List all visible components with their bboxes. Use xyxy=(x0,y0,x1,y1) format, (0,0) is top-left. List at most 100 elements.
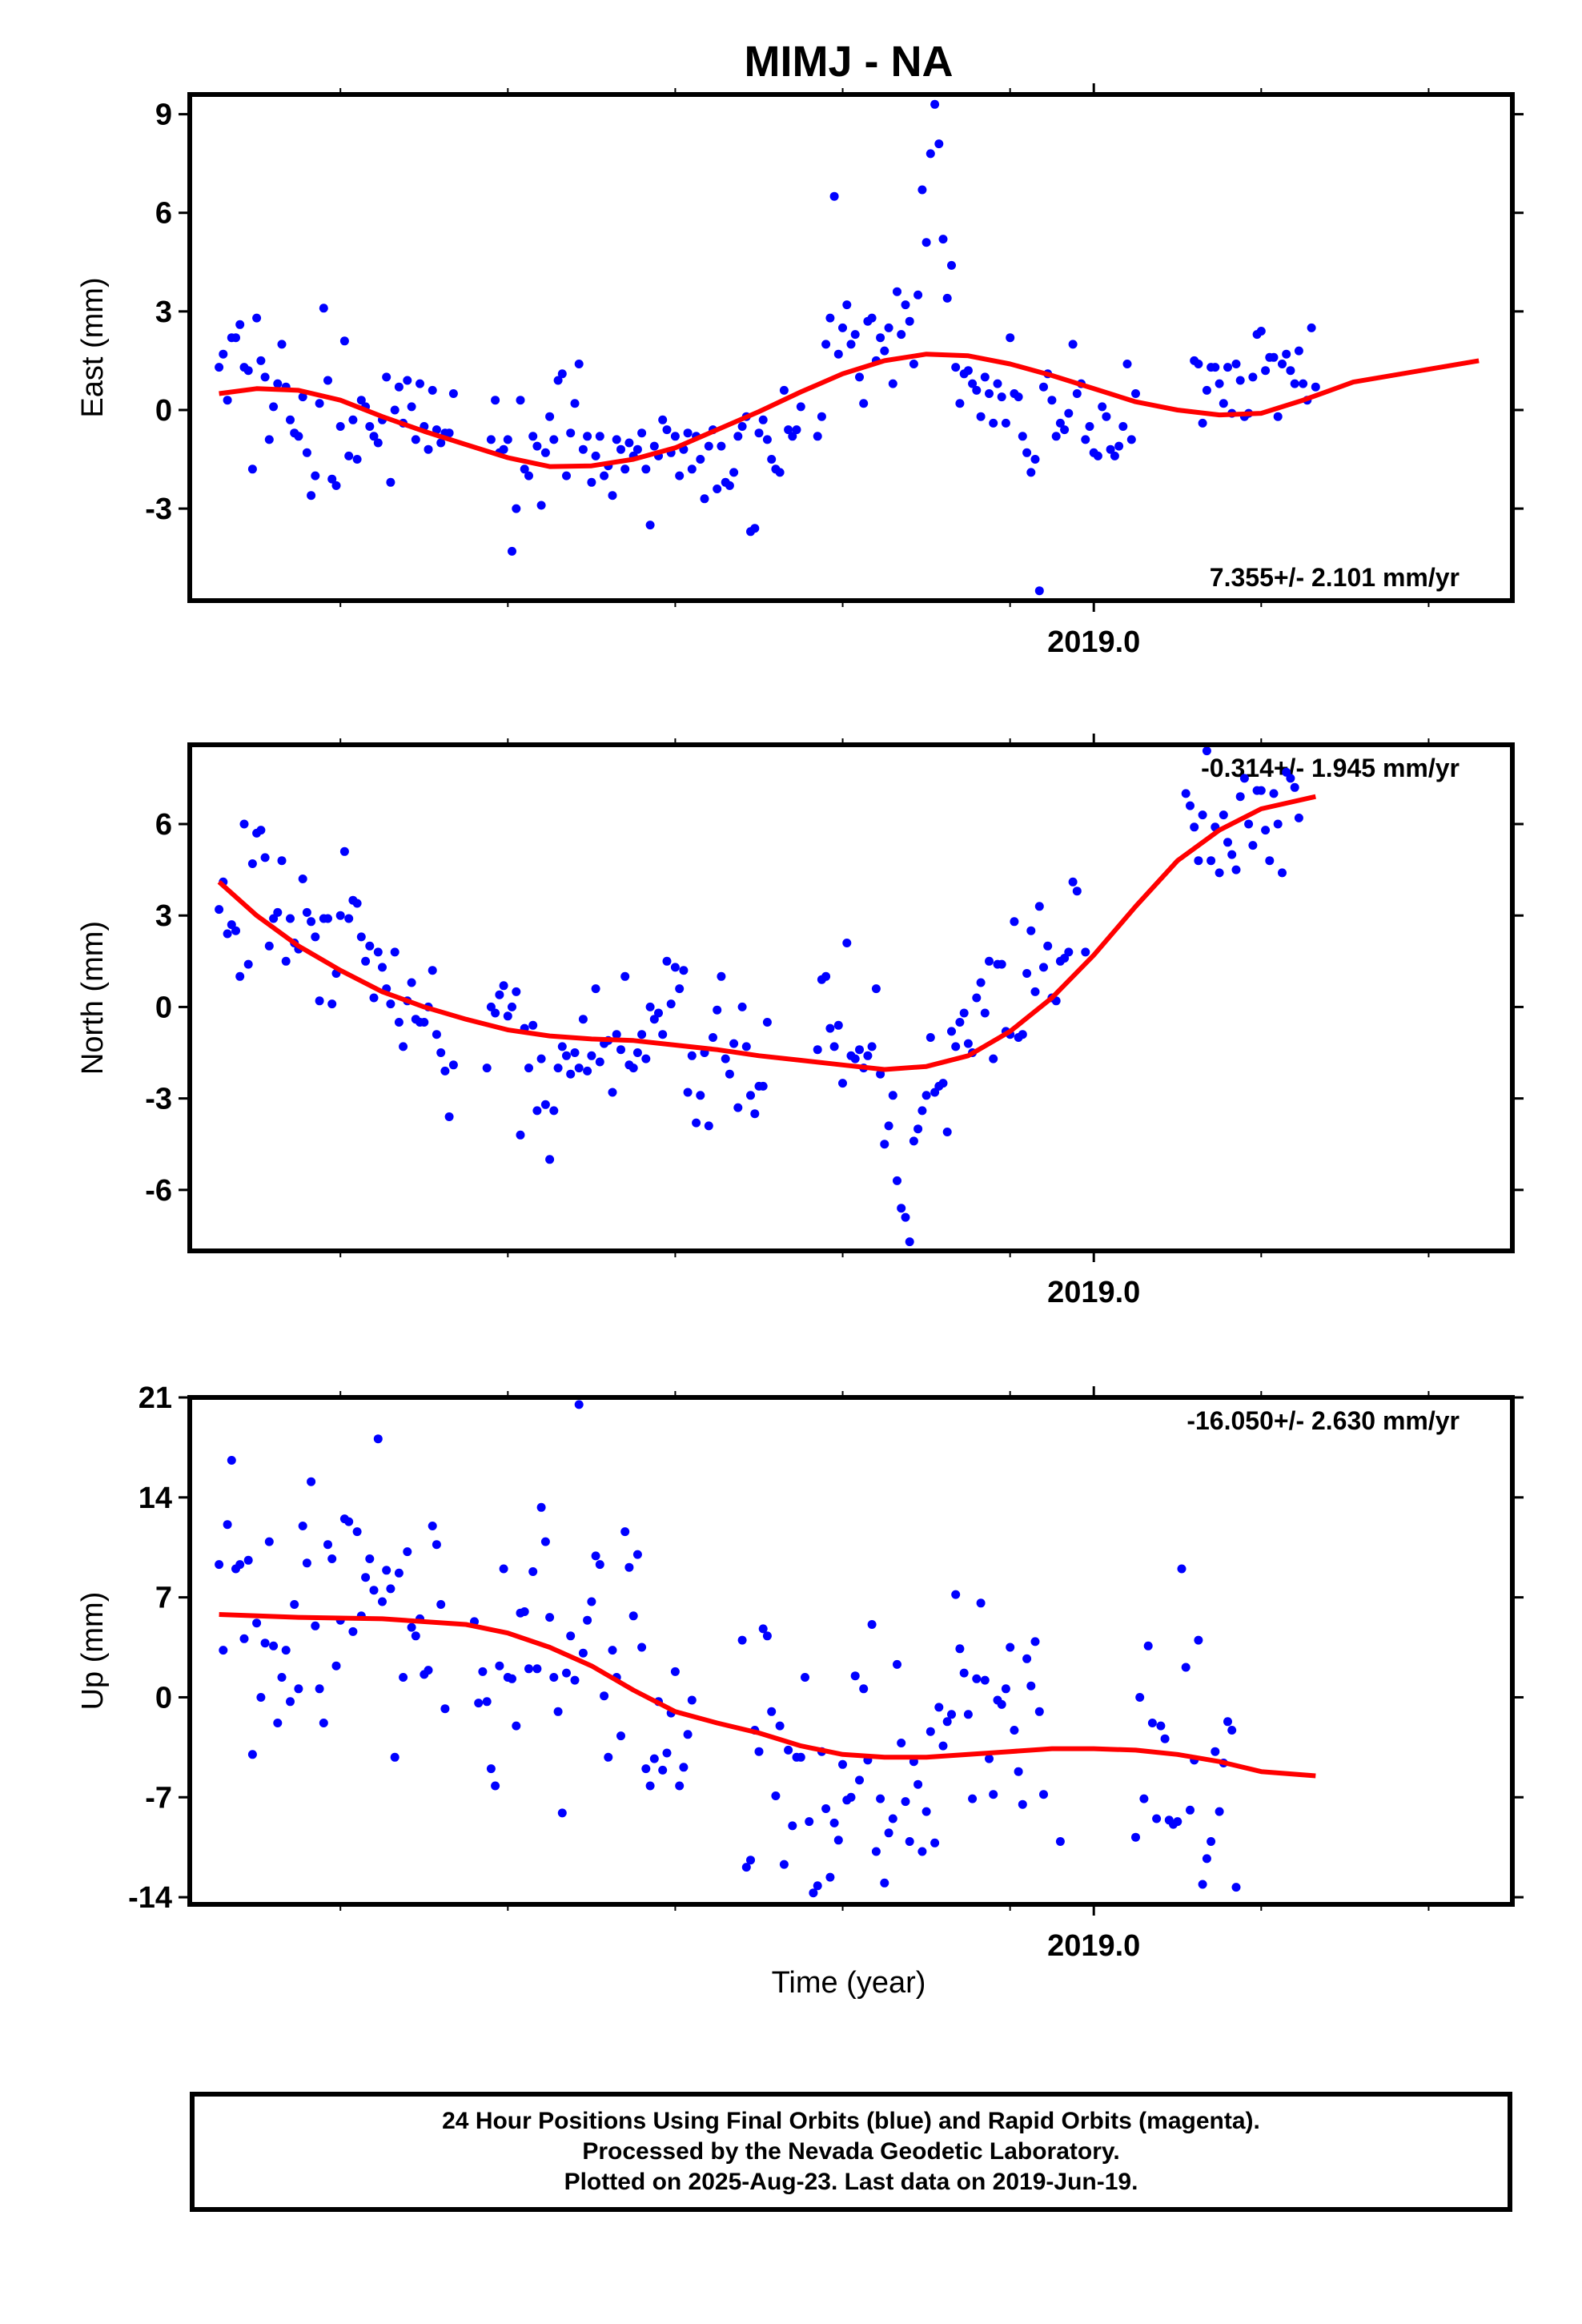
data-point xyxy=(696,1091,705,1100)
data-point xyxy=(595,1057,604,1067)
data-point xyxy=(1202,1854,1211,1864)
data-point xyxy=(1290,782,1299,792)
data-point xyxy=(1235,376,1245,385)
data-point xyxy=(649,1015,659,1024)
data-point xyxy=(989,1054,998,1063)
data-point xyxy=(260,372,270,382)
data-point xyxy=(1064,947,1074,957)
data-point xyxy=(344,1517,354,1526)
data-point xyxy=(1261,826,1271,835)
data-point xyxy=(1018,1799,1027,1809)
data-point xyxy=(348,415,358,424)
y-tick-label: -3 xyxy=(145,1083,172,1116)
data-point xyxy=(545,412,555,421)
data-point xyxy=(926,1727,935,1736)
y-axis-label: Up (mm) xyxy=(76,1592,110,1711)
data-point xyxy=(833,349,843,359)
data-point xyxy=(1273,819,1283,829)
data-point xyxy=(1186,801,1195,810)
data-point xyxy=(503,1011,512,1021)
data-point xyxy=(448,389,458,398)
data-point xyxy=(1307,323,1316,332)
data-point xyxy=(1181,1663,1191,1672)
data-point xyxy=(440,1066,450,1076)
data-point xyxy=(884,1828,893,1838)
data-point xyxy=(1010,1726,1019,1735)
data-point xyxy=(382,1566,391,1575)
data-point xyxy=(951,1042,961,1051)
data-point xyxy=(951,1590,961,1599)
data-point xyxy=(252,1618,262,1628)
y-tick-label: 9 xyxy=(155,99,172,132)
data-point xyxy=(829,191,839,201)
data-point xyxy=(1198,1880,1207,1889)
data-point xyxy=(675,1781,685,1791)
data-point xyxy=(1072,389,1082,398)
data-point xyxy=(616,444,625,454)
y-tick-label: 0 xyxy=(155,991,172,1024)
data-point xyxy=(880,1140,889,1149)
data-point xyxy=(713,1005,722,1015)
data-point xyxy=(432,425,441,435)
data-point xyxy=(428,1522,437,1530)
data-point xyxy=(880,1878,889,1888)
data-point xyxy=(880,346,889,356)
data-point xyxy=(1118,422,1128,431)
data-point xyxy=(545,1613,555,1622)
data-point xyxy=(1030,455,1040,464)
data-point xyxy=(700,494,709,504)
data-point xyxy=(683,1730,693,1739)
data-point xyxy=(859,399,869,408)
data-point xyxy=(1282,349,1291,359)
data-point xyxy=(980,1008,990,1018)
data-point xyxy=(269,1641,279,1651)
data-point xyxy=(1156,1721,1166,1731)
data-point xyxy=(855,1775,864,1785)
data-point xyxy=(432,1540,441,1550)
data-point xyxy=(683,1088,693,1097)
data-point xyxy=(394,382,404,392)
chart-title: MIMJ - NA xyxy=(745,38,954,86)
data-point xyxy=(335,422,345,431)
y-tick-label: -6 xyxy=(145,1174,172,1208)
data-point xyxy=(235,320,245,329)
data-point xyxy=(976,1598,986,1608)
data-point xyxy=(352,1527,362,1537)
data-point xyxy=(583,1615,592,1625)
data-point xyxy=(838,1079,847,1088)
data-point xyxy=(520,464,529,474)
data-point xyxy=(649,441,659,451)
data-point xyxy=(788,432,797,441)
data-point xyxy=(311,1621,320,1630)
data-point xyxy=(508,546,516,556)
data-point xyxy=(616,1731,625,1741)
data-point xyxy=(528,432,538,441)
data-point xyxy=(1010,917,1019,927)
data-point xyxy=(1006,333,1015,343)
data-point xyxy=(1181,789,1191,798)
data-point xyxy=(315,399,324,408)
data-point xyxy=(386,1584,396,1594)
data-point xyxy=(1060,425,1070,435)
data-point xyxy=(1186,1805,1195,1815)
data-point xyxy=(311,932,320,942)
data-point xyxy=(637,1642,647,1652)
data-point xyxy=(997,959,1006,969)
data-point xyxy=(1235,792,1245,802)
data-point xyxy=(905,1837,914,1846)
data-point xyxy=(524,1063,533,1073)
data-point xyxy=(570,399,580,408)
data-point xyxy=(264,435,274,444)
data-point xyxy=(897,1204,906,1213)
data-point xyxy=(620,971,630,981)
data-point xyxy=(1034,902,1044,911)
data-point xyxy=(884,323,893,332)
data-point xyxy=(1022,969,1032,978)
data-point xyxy=(1286,774,1295,783)
panel-up: 2019.0 21 14 7 0 -7 -14 Up (mm) -16.050+/- 2.630… xyxy=(76,1381,1524,1963)
data-point xyxy=(1014,392,1023,402)
data-point xyxy=(294,432,303,441)
x-tick-label: 2019.0 xyxy=(1047,625,1140,659)
data-point xyxy=(968,379,978,388)
data-point xyxy=(1278,868,1287,878)
